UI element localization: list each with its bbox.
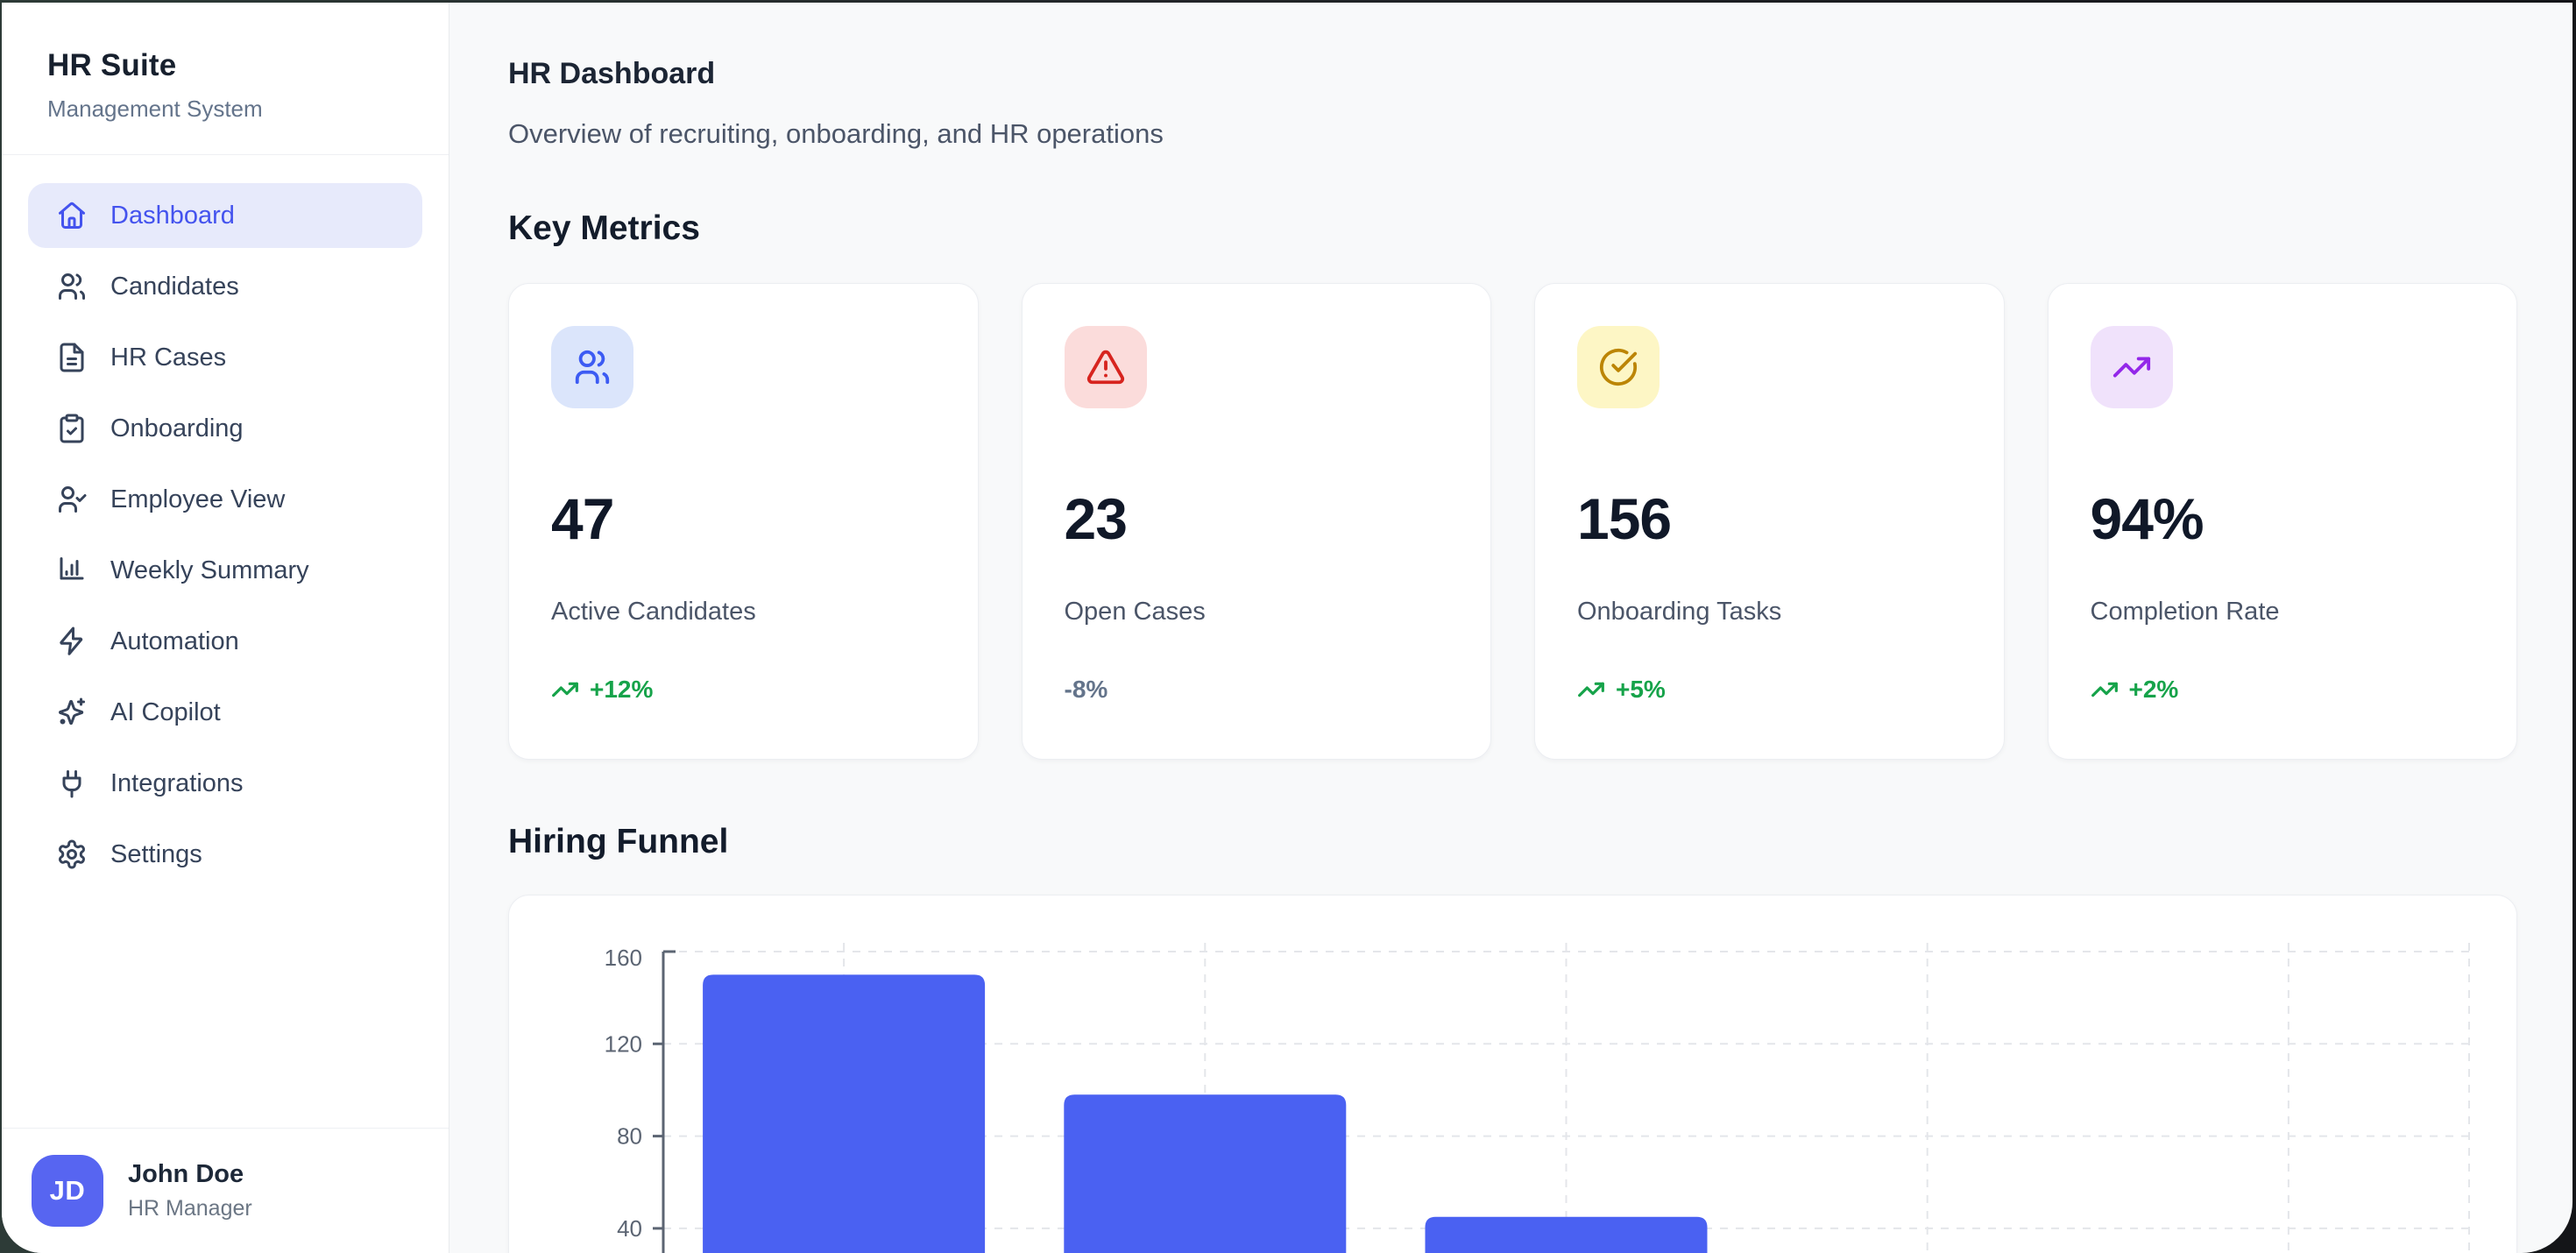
alert-triangle-icon-tile xyxy=(1064,326,1147,408)
sidebar-item-label: Automation xyxy=(110,626,239,655)
page-title: HR Dashboard xyxy=(508,57,716,90)
sidebar-nav: Dashboard Candidates HR Cases Onboarding… xyxy=(2,155,449,896)
plug-icon xyxy=(56,768,88,799)
metric-cards: 47 Active Candidates +12% 23 Open Cases … xyxy=(508,283,2517,760)
sidebar-item-label: Employee View xyxy=(110,485,286,513)
user-meta: John Doe HR Manager xyxy=(128,1160,252,1221)
app-title: HR Suite xyxy=(47,48,177,82)
sidebar-item-label: Onboarding xyxy=(110,414,244,442)
sidebar-item-weekly-summary[interactable]: Weekly Summary xyxy=(28,538,422,603)
metric-value: 23 xyxy=(1064,486,1128,551)
bar-chart-icon xyxy=(56,555,88,586)
hiring-funnel-chart: 160 120 80 40 xyxy=(605,943,2470,1253)
metric-trend: +12% xyxy=(551,676,936,704)
metric-trend: -8% xyxy=(1065,676,1449,704)
app-window: HR Suite Management System Dashboard Can… xyxy=(2,3,2572,1253)
home-icon xyxy=(56,200,88,231)
clipboard-check-icon xyxy=(56,413,88,444)
user-profile[interactable]: JD John Doe HR Manager xyxy=(2,1128,449,1253)
zap-icon xyxy=(56,626,88,657)
sidebar-item-label: Candidates xyxy=(110,272,239,301)
sidebar-item-settings[interactable]: Settings xyxy=(28,822,422,887)
key-metrics-heading: Key Metrics xyxy=(508,209,700,247)
users-icon xyxy=(575,350,610,385)
trending-up-icon xyxy=(2091,682,2118,697)
sparkles-icon xyxy=(59,697,85,726)
sidebar-item-onboarding[interactable]: Onboarding xyxy=(28,396,422,461)
sidebar-item-label: HR Cases xyxy=(110,343,227,372)
file-text-icon xyxy=(56,342,88,373)
trend-value: +12% xyxy=(590,676,654,703)
sidebar-item-integrations[interactable]: Integrations xyxy=(28,751,422,816)
users-icon xyxy=(59,273,85,300)
hiring-funnel-heading: Hiring Funnel xyxy=(508,823,729,860)
sidebar-item-label: Integrations xyxy=(110,768,244,797)
user-name: John Doe xyxy=(128,1160,244,1188)
metric-label: Open Cases xyxy=(1064,598,1206,626)
sidebar-item-label: AI Copilot xyxy=(110,697,221,726)
y-axis-tick-label: 160 xyxy=(605,945,642,971)
sidebar-item-label: Dashboard xyxy=(110,201,235,230)
sidebar-spacer xyxy=(2,896,449,1128)
user-check-icon xyxy=(59,486,87,513)
metric-label: Onboarding Tasks xyxy=(1577,598,1782,626)
sidebar-item-dashboard[interactable]: Dashboard xyxy=(28,183,422,248)
trend-value: +2% xyxy=(2128,676,2179,703)
metric-value: 47 xyxy=(551,486,614,551)
metric-trend: +2% xyxy=(2091,676,2475,704)
funnel-bar-3 xyxy=(1425,1216,1708,1253)
sidebar: HR Suite Management System Dashboard Can… xyxy=(2,3,449,1253)
home-icon xyxy=(59,202,85,229)
sidebar-item-hr-cases[interactable]: HR Cases xyxy=(28,325,422,390)
users-icon xyxy=(56,271,88,302)
sidebar-item-ai-copilot[interactable]: AI Copilot xyxy=(28,680,422,745)
sidebar-item-label: Settings xyxy=(110,839,202,868)
trending-up-icon xyxy=(2112,357,2150,378)
circle-check-icon xyxy=(1599,348,1638,386)
sidebar-item-label: Weekly Summary xyxy=(110,556,309,584)
sidebar-item-automation[interactable]: Automation xyxy=(28,609,422,674)
metric-card: 47 Active Candidates +12% xyxy=(508,283,979,760)
metric-label: Active Candidates xyxy=(551,598,756,626)
hiring-funnel-card: 160 120 80 40 xyxy=(508,895,2517,1253)
page-subtitle: Overview of recruiting, onboarding, and … xyxy=(508,118,1164,149)
funnel-bar-1 xyxy=(703,974,986,1253)
trend-value: +5% xyxy=(1616,676,1666,703)
user-check-icon xyxy=(56,484,88,515)
gear-icon xyxy=(56,839,88,870)
users-icon-tile xyxy=(551,326,633,408)
funnel-bar-2 xyxy=(1064,1094,1347,1253)
avatar[interactable]: JD xyxy=(32,1155,103,1227)
metric-trend: +5% xyxy=(1577,676,1962,704)
sidebar-item-candidates[interactable]: Candidates xyxy=(28,254,422,319)
alert-triangle-icon xyxy=(1086,350,1124,385)
main-content: HR Dashboard Overview of recruiting, onb… xyxy=(449,3,2572,1253)
metric-card: 156 Onboarding Tasks +5% xyxy=(1534,283,2005,760)
zap-icon xyxy=(60,626,83,655)
metric-card: 94% Completion Rate +2% xyxy=(2047,283,2517,760)
app-logo-block: HR Suite Management System xyxy=(2,3,449,155)
file-text-icon xyxy=(60,343,84,372)
circle-check-icon-tile xyxy=(1577,326,1660,408)
sparkles-icon xyxy=(56,697,88,728)
y-axis-tick-label: 40 xyxy=(617,1215,642,1242)
trend-value: -8% xyxy=(1064,676,1108,703)
gear-icon xyxy=(59,839,85,869)
sidebar-item-employee-view[interactable]: Employee View xyxy=(28,467,422,532)
metric-value: 156 xyxy=(1577,486,1672,551)
app-subtitle: Management System xyxy=(47,96,263,122)
y-axis-tick-label: 80 xyxy=(617,1123,642,1150)
trending-up-icon xyxy=(552,682,578,697)
clipboard-check-icon xyxy=(60,414,84,443)
bar-chart-icon xyxy=(60,557,84,580)
trending-up-icon xyxy=(1578,682,1604,697)
metric-value: 94% xyxy=(2090,486,2204,551)
metric-label: Completion Rate xyxy=(2090,598,2280,626)
plug-icon xyxy=(62,770,81,798)
user-role: HR Manager xyxy=(128,1196,252,1221)
metric-card: 23 Open Cases -8% xyxy=(1021,283,1491,760)
trending-up-icon-tile xyxy=(2090,326,2173,408)
y-axis-tick-label: 120 xyxy=(605,1030,642,1057)
